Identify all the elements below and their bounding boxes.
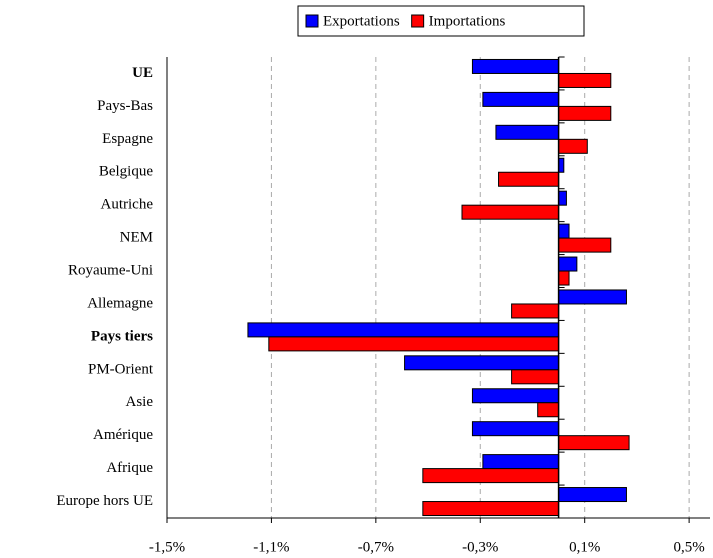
bar xyxy=(482,454,560,470)
legend-label: Importations xyxy=(429,13,506,29)
y-tick-label: Belgique xyxy=(99,164,153,180)
legend-swatch xyxy=(305,14,319,28)
x-tick-label: -1,1% xyxy=(253,539,289,555)
x-tick-label: 0,5% xyxy=(673,539,704,555)
bar xyxy=(471,421,560,437)
legend-label: Exportations xyxy=(323,13,400,29)
y-tick-label: Pays tiers xyxy=(91,328,153,344)
bar xyxy=(558,435,630,451)
bar xyxy=(498,171,560,187)
y-tick-label: Allemagne xyxy=(87,295,153,311)
y-tick-label: Amérique xyxy=(93,427,153,443)
bar xyxy=(558,157,565,173)
bar xyxy=(495,124,560,140)
bar xyxy=(247,322,560,338)
bar xyxy=(511,303,560,319)
bar xyxy=(558,270,570,286)
bar xyxy=(461,204,560,220)
y-tick-label: Asie xyxy=(126,394,154,410)
bar xyxy=(404,355,560,371)
x-tick-label: 0,1% xyxy=(569,539,600,555)
y-tick-label: Espagne xyxy=(102,131,153,147)
y-tick-label: UE xyxy=(132,65,153,81)
bar xyxy=(558,289,627,305)
bar xyxy=(268,336,560,352)
legend-box xyxy=(297,5,585,37)
bar xyxy=(558,72,612,88)
y-tick-label: Afrique xyxy=(106,460,153,476)
bar xyxy=(422,468,560,484)
y-tick-label: PM-Orient xyxy=(88,361,154,377)
y-tick-label: NEM xyxy=(120,230,153,246)
y-tick-label: Europe hors UE xyxy=(56,493,153,509)
y-tick-label: Autriche xyxy=(101,197,154,213)
bar xyxy=(558,256,578,272)
bar xyxy=(558,190,567,206)
bar xyxy=(558,138,588,154)
bar xyxy=(471,58,560,74)
legend-swatch xyxy=(411,14,425,28)
y-tick-label: Royaume-Uni xyxy=(68,262,153,278)
y-tick-label: Pays-Bas xyxy=(97,98,153,114)
bar xyxy=(558,105,612,121)
bar xyxy=(537,402,560,418)
x-tick-label: -1,5% xyxy=(149,539,185,555)
bar xyxy=(422,501,560,517)
bar xyxy=(558,487,627,503)
bar xyxy=(471,388,560,404)
bar xyxy=(511,369,560,385)
bar xyxy=(558,223,570,239)
bar xyxy=(558,237,612,253)
x-tick-label: -0,3% xyxy=(462,539,498,555)
x-tick-label: -0,7% xyxy=(358,539,394,555)
bar xyxy=(482,91,560,107)
